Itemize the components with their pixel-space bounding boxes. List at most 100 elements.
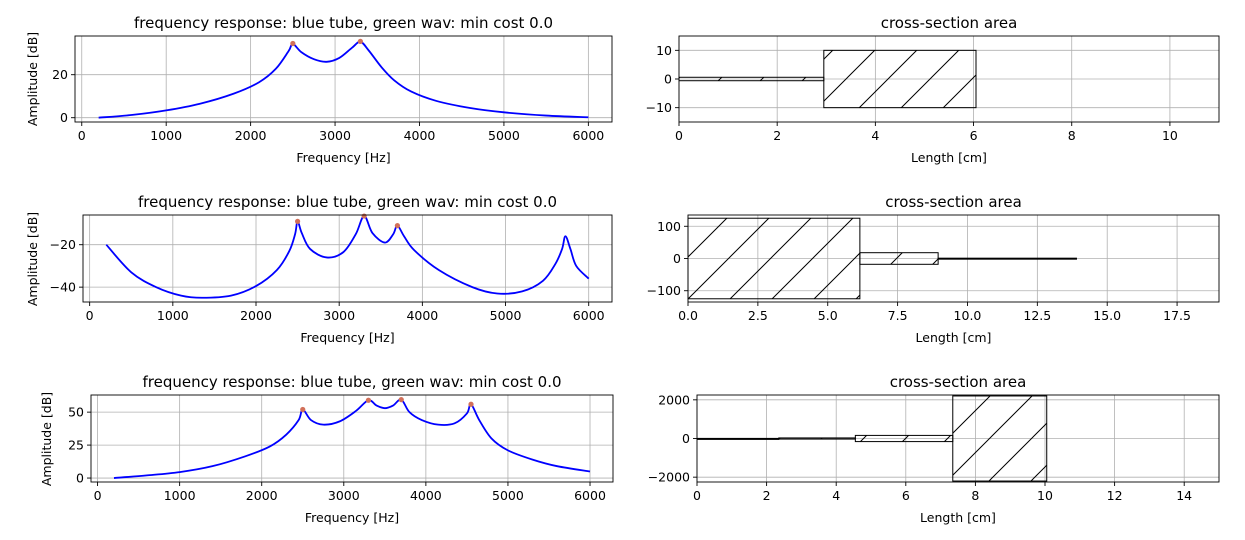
panel-5-ytick-label-2: 50 <box>68 405 84 420</box>
panel-3-series-line <box>105 215 590 299</box>
panel-6-xtick-label-2: 4 <box>832 488 840 503</box>
panel-4-tube-segment-2 <box>937 257 1077 260</box>
panel-2-xtick-label-5: 10 <box>1162 128 1178 143</box>
panel-4-xtick-label-0: 0.0 <box>678 308 698 323</box>
panel-6-xtick-label-4: 8 <box>971 488 979 503</box>
panel-2-title: cross-section area <box>881 14 1018 32</box>
panel-5-freq-response: frequency response: blue tube, green wav… <box>39 373 614 525</box>
panel-5-axes-frame <box>90 394 614 483</box>
panel-5-ylabel: Amplitude [dB] <box>39 392 54 486</box>
panel-3-peak-point-1 <box>361 213 367 219</box>
panel-3-xtick-label-4: 4000 <box>406 308 438 323</box>
panel-5-peak-point-1 <box>365 397 372 403</box>
panel-6-ytick-label-2: 2000 <box>658 392 690 407</box>
panel-6-tube-segment-2 <box>854 434 954 443</box>
panel-1-xtick-label-5: 5000 <box>488 128 520 143</box>
panel-5-peak-point-3 <box>468 401 474 407</box>
panel-3-xtick-label-0: 0 <box>86 308 94 323</box>
panel-5-title: frequency response: blue tube, green wav… <box>142 373 561 391</box>
panel-2-tube-segment-0 <box>678 76 825 82</box>
panel-2-xtick-label-0: 0 <box>675 128 683 143</box>
panel-6-xtick-label-0: 0 <box>693 488 701 503</box>
panel-5-xtick-label-2: 2000 <box>246 488 278 503</box>
panel-6-tube-segment-0 <box>696 437 780 440</box>
panel-1-ytick-label-0: 0 <box>60 110 68 125</box>
panel-6-ytick-label-1: 0 <box>682 431 690 446</box>
panel-4-xtick-label-5: 12.5 <box>1023 308 1051 323</box>
panel-1-peak-point-0 <box>290 40 296 47</box>
panel-5-xtick-label-4: 4000 <box>410 488 442 503</box>
panel-4-tube-segment-0 <box>687 217 861 300</box>
panel-2-xtick-label-1: 2 <box>773 128 781 143</box>
panel-2-tube-segment-1 <box>823 49 977 109</box>
panel-1-ytick-label-1: 20 <box>52 67 68 82</box>
panel-5-xtick-label-1: 1000 <box>164 488 196 503</box>
panel-3-xlabel: Frequency [Hz] <box>300 330 394 345</box>
panel-4-title: cross-section area <box>885 193 1022 211</box>
panel-3-axes-frame <box>82 214 613 303</box>
panel-6-tube-segment-3 <box>952 395 1048 482</box>
panel-4-tube-segment-1 <box>859 252 939 265</box>
panel-4-ytick-label-0: −100 <box>647 283 681 298</box>
panel-4-ytick-label-2: 100 <box>657 219 681 234</box>
panel-4-xtick-label-1: 2.5 <box>748 308 768 323</box>
panel-5-xtick-label-0: 0 <box>94 488 102 503</box>
panel-1-peak-point-1 <box>357 38 363 44</box>
panel-2-xtick-label-2: 4 <box>871 128 879 143</box>
panel-1-title: frequency response: blue tube, green wav… <box>134 14 553 32</box>
panel-1-xtick-label-0: 0 <box>78 128 86 143</box>
panel-4-xtick-label-3: 7.5 <box>888 308 908 323</box>
panel-5-series-line <box>113 398 591 479</box>
panel-1-xlabel: Frequency [Hz] <box>296 150 390 165</box>
panel-1-xtick-label-4: 4000 <box>404 128 436 143</box>
panel-5-xlabel: Frequency [Hz] <box>305 510 399 525</box>
panel-6-xtick-label-6: 12 <box>1107 488 1123 503</box>
panel-3-ylabel: Amplitude [dB] <box>25 212 40 306</box>
panel-5-peak-point-0 <box>300 406 306 413</box>
panel-2-xtick-label-4: 8 <box>1068 128 1076 143</box>
panel-5-peak-point-2 <box>398 397 404 403</box>
panel-3-freq-response: frequency response: blue tube, green wav… <box>25 193 613 345</box>
panel-3-xtick-label-2: 2000 <box>240 308 272 323</box>
panel-6-title: cross-section area <box>890 373 1027 391</box>
panel-5-xtick-label-6: 6000 <box>574 488 606 503</box>
panel-2-ytick-label-0: −10 <box>646 100 672 115</box>
panel-3-grid <box>83 215 612 302</box>
panel-6-ytick-label-0: −2000 <box>648 470 690 485</box>
panel-3-xtick-label-5: 5000 <box>490 308 522 323</box>
panel-6-xtick-label-7: 14 <box>1176 488 1192 503</box>
panel-6-xlabel: Length [cm] <box>920 510 996 525</box>
panel-1-series-line <box>98 40 589 119</box>
panel-2-ytick-label-1: 0 <box>664 72 672 87</box>
panel-1-ylabel: Amplitude [dB] <box>25 32 40 126</box>
panel-4-cross-section: cross-section area 0.0 2.5 5.0 7.5 10.0 12.5 1… <box>647 193 1220 345</box>
panel-3-title: frequency response: blue tube, green wav… <box>138 193 557 211</box>
panel-5-xtick-label-5: 5000 <box>492 488 524 503</box>
panel-4-xtick-label-4: 10.0 <box>954 308 982 323</box>
panel-4-xtick-label-6: 15.0 <box>1093 308 1121 323</box>
panel-3-ytick-label-0: −40 <box>50 280 76 295</box>
panel-4-xtick-label-7: 17.5 <box>1163 308 1191 323</box>
panel-6-cross-section: cross-section area 0 2 4 6 8 10 12 14−200002000… <box>648 373 1220 525</box>
panel-4-xtick-label-2: 5.0 <box>818 308 838 323</box>
panel-3-peak-point-2 <box>394 223 401 229</box>
panel-5-ytick-label-0: 0 <box>76 471 84 486</box>
panel-6-xtick-label-3: 6 <box>902 488 910 503</box>
panel-4-ytick-label-1: 0 <box>673 251 681 266</box>
panel-6-xtick-label-5: 10 <box>1037 488 1053 503</box>
panel-6-xtick-label-1: 2 <box>763 488 771 503</box>
panel-3-peak-point-0 <box>294 218 301 224</box>
panel-1-xtick-label-3: 3000 <box>319 128 351 143</box>
panel-1-xtick-label-2: 2000 <box>235 128 267 143</box>
panel-2-xlabel: Length [cm] <box>911 150 987 165</box>
panel-1-grid <box>75 36 612 122</box>
panel-3-xtick-label-6: 6000 <box>573 308 605 323</box>
panel-1-xtick-label-1: 1000 <box>150 128 182 143</box>
panel-2-xtick-label-3: 6 <box>970 128 978 143</box>
panel-5-xtick-label-3: 3000 <box>328 488 360 503</box>
panel-6-tube-segment-1 <box>778 437 856 440</box>
panel-3-xtick-label-3: 3000 <box>323 308 355 323</box>
panel-2-ytick-label-2: 10 <box>656 43 672 58</box>
